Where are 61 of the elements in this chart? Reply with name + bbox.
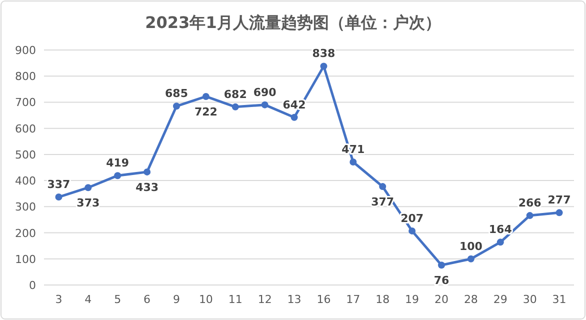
x-tick-label: 10 bbox=[198, 293, 213, 306]
y-tick-label: 700 bbox=[15, 96, 36, 110]
point bbox=[526, 212, 534, 220]
point bbox=[290, 114, 298, 121]
data-label: 76 bbox=[434, 274, 450, 288]
point bbox=[408, 227, 416, 234]
point bbox=[320, 62, 328, 70]
point bbox=[438, 262, 445, 269]
x-tick-label: 18 bbox=[376, 293, 390, 306]
x-tick-label: 17 bbox=[346, 293, 360, 306]
data-label: 100 bbox=[459, 240, 483, 253]
data-label: 419 bbox=[106, 156, 130, 170]
x-tick-label: 30 bbox=[522, 293, 537, 306]
data-label: 337 bbox=[47, 178, 70, 192]
data-label: 685 bbox=[165, 87, 188, 100]
data-label: 373 bbox=[76, 196, 100, 210]
point bbox=[114, 172, 122, 180]
x-tick-label: 31 bbox=[552, 293, 566, 306]
y-tick-label: 0 bbox=[29, 279, 36, 292]
x-tick-label: 12 bbox=[258, 293, 272, 306]
point bbox=[350, 158, 357, 166]
x-tick-label: 29 bbox=[493, 293, 508, 306]
x-tick-label: 20 bbox=[434, 293, 448, 306]
data-label: 838 bbox=[312, 47, 336, 60]
data-label: 433 bbox=[136, 180, 159, 194]
y-tick-label: 400 bbox=[15, 174, 36, 188]
point bbox=[55, 194, 62, 201]
y-tick-label: 100 bbox=[15, 252, 36, 266]
point bbox=[202, 92, 210, 100]
y-tick-label: 800 bbox=[15, 70, 36, 84]
data-label: 690 bbox=[253, 86, 277, 99]
x-tick-label: 19 bbox=[405, 293, 420, 306]
x-tick-label: 5 bbox=[114, 293, 122, 306]
point bbox=[379, 183, 386, 190]
x-tick-label: 13 bbox=[287, 293, 302, 306]
x-tick-label: 9 bbox=[173, 293, 180, 306]
point bbox=[173, 102, 180, 110]
point bbox=[556, 209, 563, 216]
x-tick-label: 4 bbox=[84, 293, 92, 306]
data-label: 722 bbox=[194, 105, 218, 118]
x-tick-label: 28 bbox=[464, 293, 478, 306]
point bbox=[467, 255, 474, 262]
point bbox=[84, 184, 92, 192]
y-tick-label: 300 bbox=[15, 200, 36, 214]
x-tick-label: 6 bbox=[144, 293, 151, 306]
data-label: 682 bbox=[224, 88, 247, 101]
y-tick-label: 200 bbox=[15, 226, 36, 240]
x-tick-label: 3 bbox=[55, 293, 62, 306]
point bbox=[261, 101, 268, 108]
y-tick-label: 600 bbox=[15, 122, 36, 136]
point bbox=[496, 238, 504, 246]
y-tick-label: 900 bbox=[15, 44, 36, 57]
x-tick-label: 16 bbox=[316, 293, 331, 306]
point bbox=[232, 103, 239, 110]
point bbox=[144, 168, 151, 176]
y-tick-label: 500 bbox=[15, 148, 36, 162]
data-label: 164 bbox=[488, 223, 512, 236]
data-label: 266 bbox=[518, 196, 542, 210]
chart-title: 2023年1月人流量趋势图（单位：户次） bbox=[145, 13, 441, 32]
data-label: 277 bbox=[548, 194, 571, 207]
x-tick-label: 11 bbox=[228, 293, 242, 306]
